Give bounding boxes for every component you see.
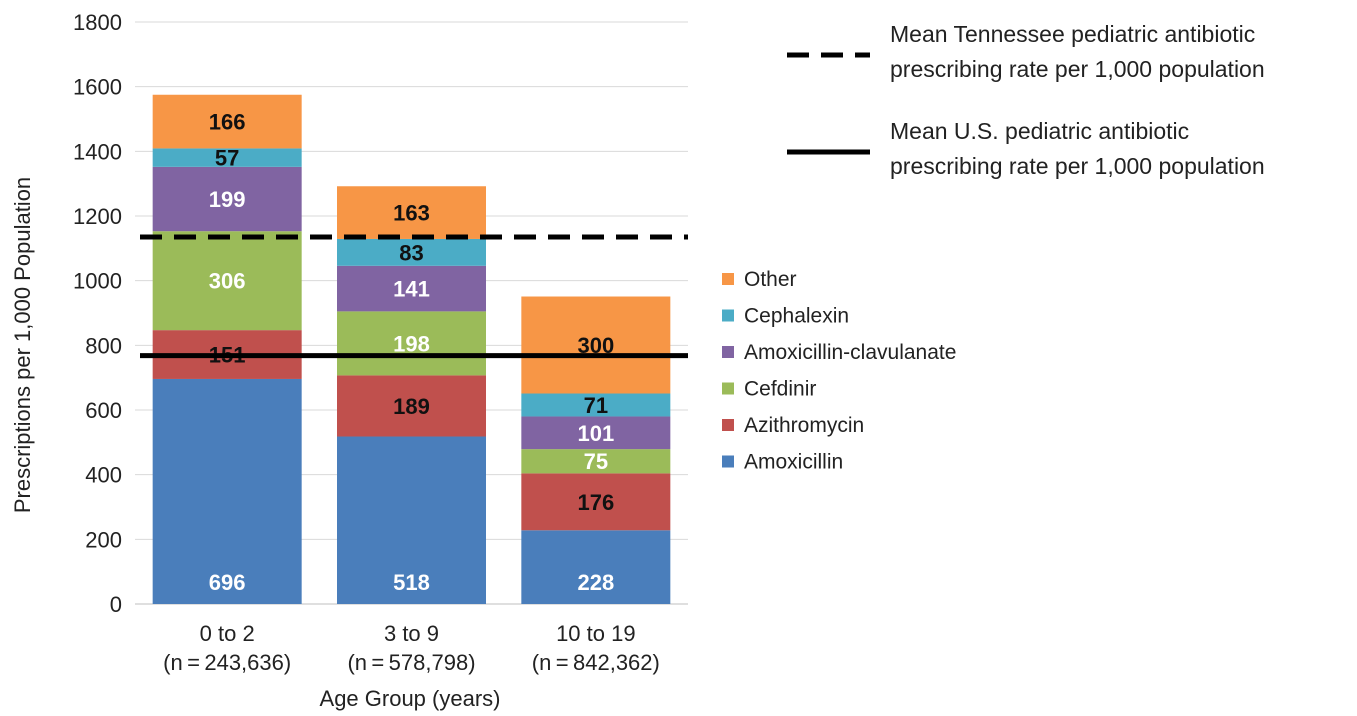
data-label: 57 — [215, 146, 239, 171]
legend-swatch — [722, 419, 734, 431]
reference-lines — [140, 234, 688, 359]
bar-segment — [337, 311, 486, 376]
bar-segment — [152, 166, 302, 232]
data-label: 83 — [399, 240, 423, 265]
x-tick-label: 0 to 2 — [200, 621, 255, 646]
y-tick-label: 0 — [110, 592, 122, 617]
data-label: 75 — [584, 449, 608, 474]
reference-legend-label: prescribing rate per 1,000 population — [890, 56, 1265, 82]
legend-swatch — [722, 309, 734, 322]
data-label: 176 — [577, 490, 614, 515]
data-label: 141 — [393, 277, 430, 302]
data-label: 71 — [584, 393, 608, 418]
x-tick-label: 3 to 9 — [384, 621, 439, 646]
bar-segment — [337, 375, 486, 437]
legend-label: Other — [744, 268, 797, 291]
y-tick-label: 1400 — [73, 139, 122, 164]
y-tick-label: 1600 — [73, 75, 122, 100]
data-label: 198 — [393, 331, 430, 356]
bar-segment — [521, 449, 671, 474]
data-label: 166 — [209, 110, 246, 135]
bar-segment — [521, 530, 671, 604]
legend: Other Cephalexin Amoxicillin-clavulanate Ce… — [722, 268, 956, 474]
bar-segment — [521, 416, 671, 450]
data-label: 228 — [577, 570, 614, 595]
x-tick-sample-size: (n = 243,636) — [163, 650, 291, 675]
bar-segment — [521, 393, 671, 417]
data-label: 306 — [209, 269, 246, 294]
x-axis-title: Age Group (years) — [320, 686, 501, 711]
y-tick-label: 1200 — [73, 204, 122, 229]
legend-swatch — [722, 382, 734, 395]
legend-swatch — [722, 346, 734, 358]
data-label: 163 — [393, 201, 430, 226]
x-axis: 0 to 2 (n = 243,636) 3 to 9 (n = 578,798) 10… — [163, 621, 660, 675]
y-tick-label: 200 — [85, 527, 122, 552]
bar-segment — [337, 265, 486, 312]
bar-segment — [152, 94, 302, 149]
legend-label: Cephalexin — [744, 305, 849, 328]
legend-label: Amoxicillin-clavulanate — [744, 341, 956, 364]
reference-legend-label: Mean U.S. pediatric antibiotic — [890, 118, 1189, 144]
bar-segment — [152, 378, 302, 604]
data-label: 199 — [209, 187, 246, 212]
legend-swatch — [722, 455, 734, 468]
x-tick-label: 10 to 19 — [556, 621, 636, 646]
bar-segment — [521, 296, 671, 394]
x-tick-sample-size: (n = 842,362) — [532, 650, 660, 675]
bar-segment — [337, 186, 486, 239]
y-tick-label: 800 — [85, 333, 122, 358]
data-label: 189 — [393, 394, 430, 419]
data-label: 696 — [209, 570, 246, 595]
bar-segment — [337, 238, 486, 266]
bars: 6961513061995716651818919814183163228176… — [152, 94, 671, 604]
bar-segment — [152, 231, 302, 331]
y-tick-label: 600 — [85, 398, 122, 423]
legend-label: Azithromycin — [744, 414, 864, 437]
bar-segment — [337, 436, 486, 604]
bar-segment — [152, 148, 302, 167]
reference-legend-label: Mean Tennessee pediatric antibiotic — [890, 21, 1255, 47]
legend-label: Amoxicillin — [744, 451, 843, 474]
y-tick-label: 1800 — [73, 10, 122, 35]
legend-swatch — [722, 273, 734, 285]
data-label: 518 — [393, 570, 430, 595]
legend-label: Cefdinir — [744, 378, 816, 401]
data-label: 101 — [577, 421, 614, 446]
y-tick-label: 1000 — [73, 269, 122, 294]
reference-legend-label: prescribing rate per 1,000 population — [890, 153, 1265, 179]
bar-segment — [521, 473, 671, 531]
y-tick-label: 400 — [85, 463, 122, 488]
reference-legend: Mean Tennessee pediatric antibiotic presc… — [787, 21, 1265, 179]
y-axis-title: Prescriptions per 1,000 Population — [10, 177, 35, 513]
x-tick-sample-size: (n = 578,798) — [347, 650, 475, 675]
